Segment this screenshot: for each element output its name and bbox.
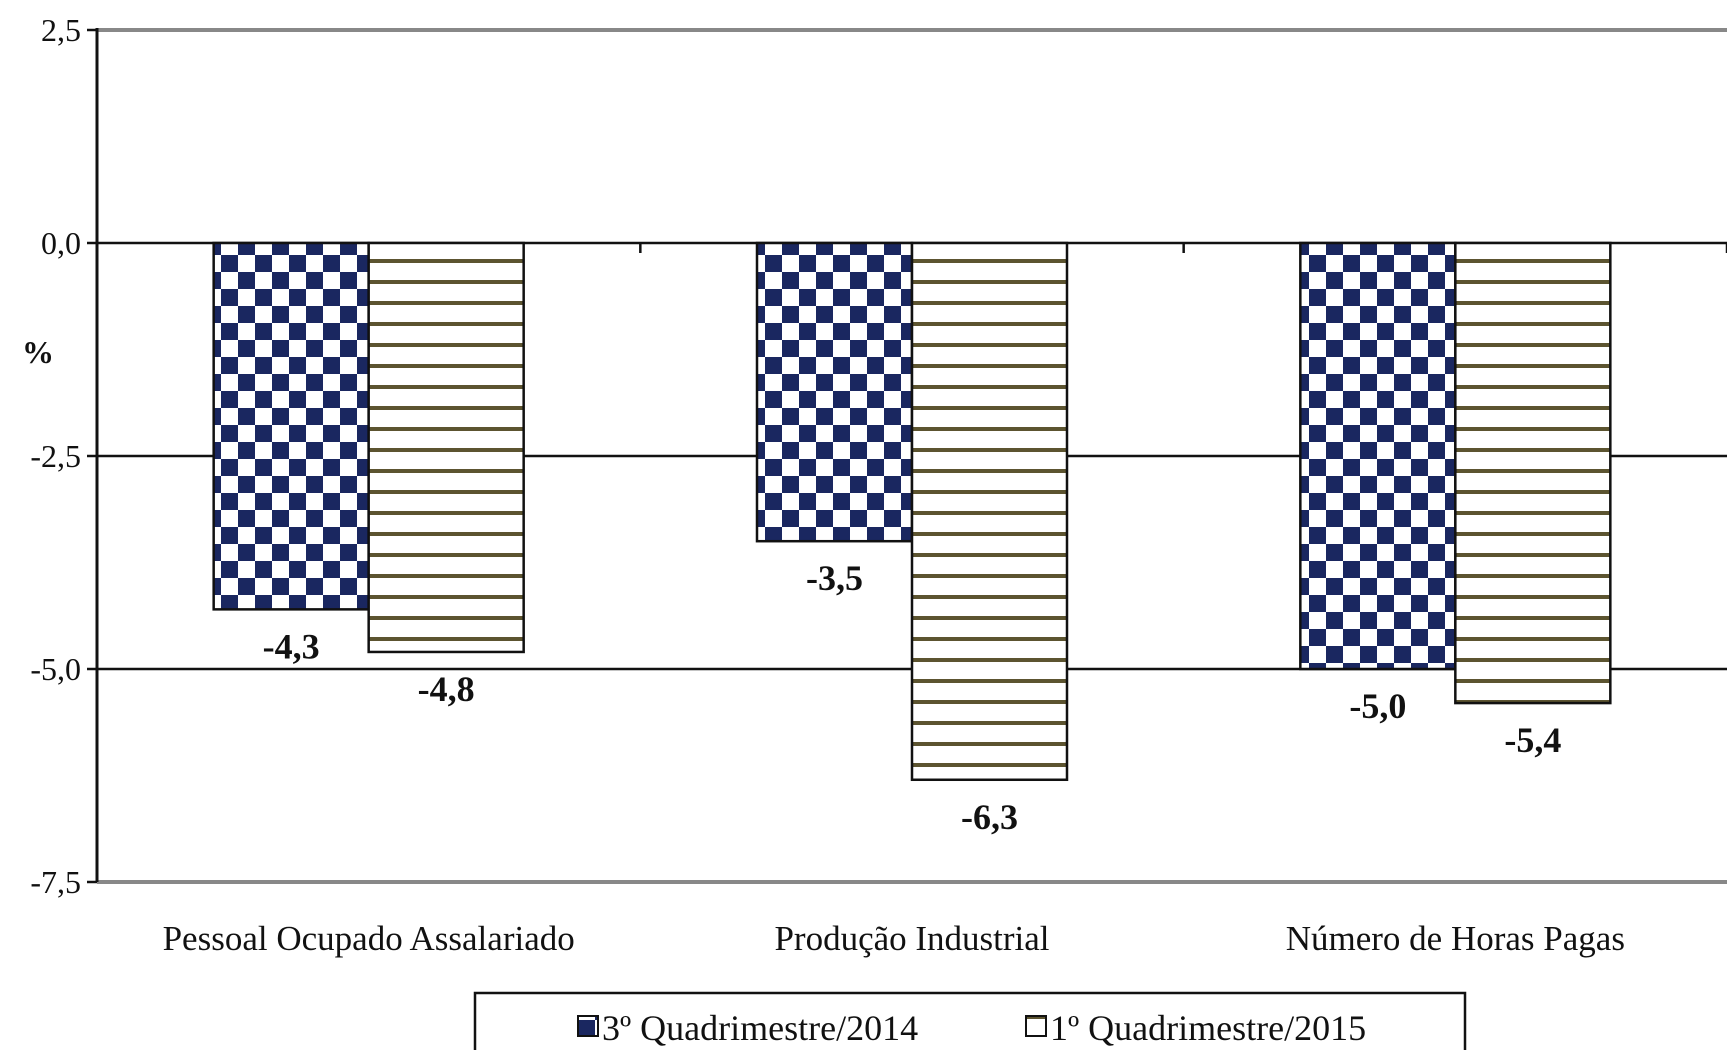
legend-label-3q2014: 3º Quadrimestre/2014: [602, 1008, 918, 1048]
legend-box: [473, 991, 1467, 1050]
y-tick-label: 0,0: [41, 225, 81, 261]
y-tick-label: -7,5: [30, 864, 81, 900]
y-tick-label: -2,5: [30, 438, 81, 474]
data-label: -5,0: [1349, 686, 1406, 726]
labels: 2,5 0,0 -2,5 -5,0 -7,5 -4,3 -4,8 Pessoal Ocupad…: [30, 12, 1625, 958]
data-label: -3,5: [806, 558, 863, 598]
y-tick-label: -5,0: [30, 651, 81, 687]
x-category-label: Produção Industrial: [774, 919, 1049, 958]
legend-swatch-3q2014: [577, 1015, 599, 1037]
axes: [87, 28, 1727, 884]
legend-label-1q2015: 1º Quadrimestre/2015: [1050, 1008, 1366, 1048]
data-label: -6,3: [961, 797, 1018, 837]
y-axis-label: %: [22, 334, 54, 370]
bar-1q2015: [367, 241, 525, 654]
bars: [212, 241, 1612, 782]
x-category-label: Número de Horas Pagas: [1286, 919, 1625, 958]
data-label: -4,8: [418, 669, 475, 709]
bar-3q2014: [212, 241, 370, 611]
data-label: -5,4: [1504, 720, 1561, 760]
x-category-label: Pessoal Ocupado Assalariado: [163, 919, 575, 958]
bar-1q2015: [910, 241, 1069, 782]
y-tick-label: 2,5: [41, 12, 81, 48]
bar-3q2014: [755, 241, 914, 543]
legend: 3º Quadrimestre/2014 1º Quadrimestre/201…: [473, 991, 1467, 1050]
data-label: -4,3: [263, 626, 320, 666]
bar-3q2014: [1299, 241, 1457, 671]
bar-1q2015: [1454, 241, 1612, 705]
legend-swatch-1q2015: [1025, 1015, 1047, 1037]
